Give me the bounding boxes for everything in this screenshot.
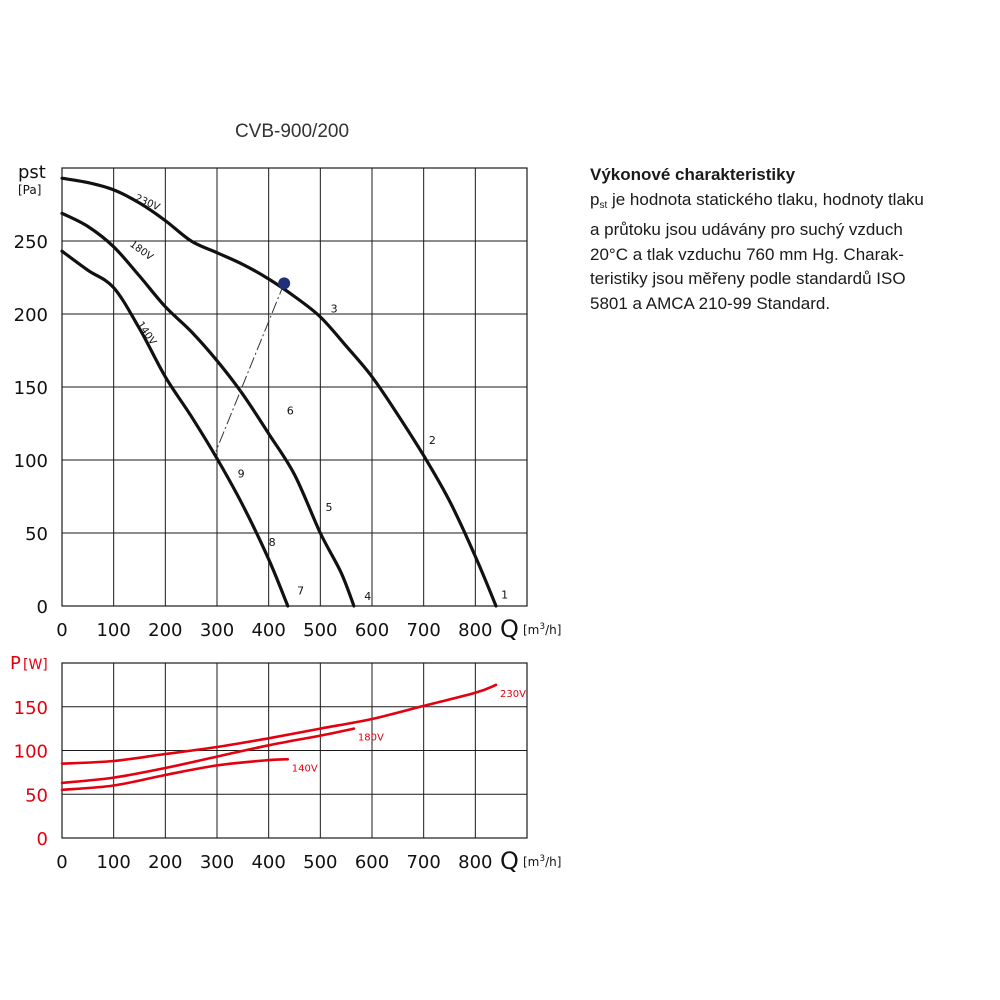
- y-tick-label: 100: [14, 451, 48, 472]
- y-tick-label: 150: [14, 698, 48, 719]
- y-tick-label: 50: [25, 785, 48, 806]
- description-line: 5801 a AMCA 210-99 Standard.: [590, 293, 831, 313]
- y-tick-label: 250: [14, 232, 48, 253]
- x-tick-label: 500: [303, 620, 337, 641]
- point-label: 7: [297, 584, 304, 597]
- pressure-curve-140v: [60, 249, 290, 608]
- y-tick-label: 200: [14, 305, 48, 326]
- power-curve-label-180v: 180V: [358, 733, 384, 744]
- flow-unit-suffix: /h]: [545, 855, 561, 869]
- pressure-axis-unit: [Pa]: [18, 183, 41, 197]
- x-tick-label: 600: [355, 852, 389, 873]
- x-tick-label: 100: [96, 620, 130, 641]
- x-tick-label: 600: [355, 620, 389, 641]
- point-label: 9: [238, 468, 245, 481]
- x-tick-label: 800: [458, 620, 492, 641]
- power-curve-label-230v: 230V: [500, 689, 526, 700]
- pressure-labels: 1 2 3 4 5 6 7 8 9 230V 180V 140V: [127, 193, 508, 603]
- y-tick-label: 50: [25, 524, 48, 545]
- flow-unit-exponent: 3: [539, 622, 545, 632]
- flow-axis-symbol: Q: [500, 615, 519, 643]
- pressure-axis-symbol: pst: [18, 162, 46, 183]
- x-tick-label: 300: [200, 620, 234, 641]
- pressure-curves: [60, 176, 498, 608]
- flow-unit-exponent: 3: [539, 854, 545, 864]
- description-line: teristiky jsou měřeny podle standardů IS…: [590, 269, 906, 289]
- point-label: 1: [501, 589, 508, 602]
- x-tick-label: 500: [303, 852, 337, 873]
- x-tick-label: 0: [56, 620, 67, 641]
- flow-unit-prefix: [m: [523, 623, 539, 637]
- power-axis-unit: [W]: [23, 657, 48, 673]
- x-tick-label: 400: [251, 620, 285, 641]
- curve-label-230v: 230V: [133, 193, 161, 214]
- power-curves: [60, 683, 498, 792]
- flow-unit-suffix: /h]: [545, 623, 561, 637]
- y-tick-label: 150: [14, 378, 48, 399]
- x-tick-label: 300: [200, 852, 234, 873]
- point-label: 4: [364, 590, 371, 603]
- chart-title: CVB-900/200: [235, 121, 349, 142]
- description-line: a průtoku jsou udávány pro suchý vzduch: [590, 220, 903, 240]
- x-tick-label: 400: [251, 852, 285, 873]
- point-label: 8: [269, 536, 276, 549]
- x-tick-label: 100: [96, 852, 130, 873]
- x-tick-label: 700: [406, 852, 440, 873]
- point-label: 6: [287, 405, 294, 418]
- performance-description: Výkonové charakteristiky pst je hodnota …: [590, 163, 985, 317]
- description-text: je hodnota statického tlaku, hodnoty tla…: [607, 189, 924, 209]
- power-axis-labels: 0 50 100 150 0 100 200 300 400 500 600 700 800 P [W] Q […: [10, 653, 561, 875]
- pressure-axis-labels: 0 50 100 150 200 250 0 100 200 300 400 500 600 700 800…: [14, 162, 562, 643]
- power-curve-label-140v: 140V: [292, 763, 318, 774]
- power-curve-230v: [60, 683, 498, 765]
- flow-unit-prefix: [m: [523, 855, 539, 869]
- pressure-grid: [61, 167, 528, 607]
- point-label: 5: [326, 501, 333, 514]
- x-tick-label: 700: [406, 620, 440, 641]
- x-tick-label: 200: [148, 852, 182, 873]
- description-line: 20°C a tlak vzduchu 760 mm Hg. Charak-: [590, 244, 904, 264]
- description-heading: Výkonové charakteristiky: [590, 165, 796, 184]
- pressure-curve-180v: [60, 211, 356, 608]
- pressure-plot-frame: [61, 167, 528, 607]
- power-plot-frame: [61, 662, 528, 839]
- y-tick-label: 0: [37, 829, 48, 850]
- pst-symbol: p: [590, 189, 600, 209]
- point-label: 3: [331, 303, 338, 316]
- flow-axis-unit: [m3/h]: [523, 622, 561, 637]
- y-tick-label: 100: [14, 742, 48, 763]
- x-tick-label: 800: [458, 852, 492, 873]
- x-tick-label: 200: [148, 620, 182, 641]
- point-label: 2: [429, 434, 436, 447]
- curve-label-140v: 140V: [134, 320, 158, 348]
- x-tick-label: 0: [56, 852, 67, 873]
- power-labels: 230V 180V 140V: [292, 689, 526, 774]
- flow-axis-unit: [m3/h]: [523, 854, 561, 869]
- power-grid: [61, 662, 528, 839]
- power-curve-180v: [60, 727, 356, 785]
- pst-subscript: st: [599, 199, 608, 211]
- system-resistance-line: [215, 283, 285, 452]
- flow-axis-symbol: Q: [500, 847, 519, 875]
- curve-label-180v: 180V: [127, 239, 155, 263]
- y-tick-label: 0: [37, 597, 48, 618]
- power-axis-symbol: P: [10, 653, 21, 674]
- pressure-curve-230v: [60, 176, 498, 608]
- operating-point: [278, 277, 291, 290]
- power-curve-140v: [60, 758, 290, 792]
- description-line: pst je hodnota statického tlaku, hodnoty…: [590, 188, 985, 219]
